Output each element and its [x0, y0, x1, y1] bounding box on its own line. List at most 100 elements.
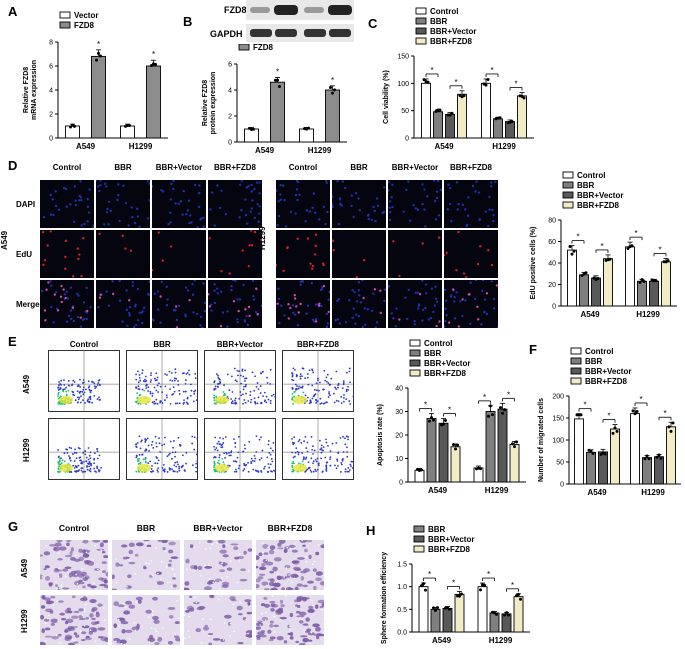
membrane-pore	[207, 564, 210, 566]
nucleus-dot	[131, 284, 135, 287]
stained-cell	[314, 626, 321, 632]
flow-event	[320, 402, 323, 405]
flow-event	[324, 456, 327, 459]
flow-event	[340, 402, 343, 405]
nucleus-dot	[449, 220, 453, 223]
nucleus-dot	[231, 280, 235, 282]
flow-event	[297, 453, 300, 456]
membrane-pore	[58, 567, 60, 570]
nucleus-dot	[344, 321, 348, 324]
legend-label: BBR	[424, 349, 442, 358]
stained-cell	[112, 588, 118, 590]
flow-event	[144, 378, 146, 381]
flow-event	[302, 456, 305, 459]
panel-d-micrograph	[208, 180, 262, 228]
flow-event	[301, 375, 303, 378]
stained-cell	[118, 564, 124, 567]
flow-event	[336, 458, 339, 461]
stained-cell	[222, 554, 229, 558]
data-point	[456, 443, 459, 447]
nucleus-dot	[69, 203, 72, 206]
flow-event	[87, 398, 90, 401]
flow-event	[291, 392, 294, 395]
nucleus-dot	[474, 190, 477, 193]
membrane-pore	[171, 568, 174, 570]
flow-event	[258, 458, 261, 461]
flow-event	[315, 389, 318, 392]
data-point	[479, 467, 482, 471]
nucleus-dot	[279, 198, 282, 201]
stained-cell	[296, 557, 305, 560]
y-tick-label: 0	[405, 136, 409, 143]
flow-event	[304, 435, 307, 438]
micrograph-background	[208, 280, 262, 328]
nucleus-dot	[125, 289, 128, 292]
flow-event	[173, 390, 176, 393]
membrane-pore	[311, 604, 314, 607]
stained-cell	[128, 542, 135, 547]
nucleus-dot	[88, 188, 91, 191]
stained-cell	[40, 641, 46, 645]
nucleus-dot	[160, 188, 163, 192]
membrane-pore	[211, 543, 214, 546]
flow-event	[265, 401, 268, 404]
flow-event	[222, 442, 225, 444]
membrane-pore	[289, 629, 291, 631]
nucleus-dot	[355, 313, 358, 316]
flow-event	[168, 370, 171, 373]
flow-event	[319, 402, 322, 405]
nucleus-dot	[185, 212, 188, 216]
flow-event	[346, 446, 348, 449]
stained-cell	[145, 609, 152, 614]
nucleus-dot	[118, 299, 122, 302]
data-point	[626, 246, 630, 250]
flow-event	[261, 371, 264, 373]
panel-d-micrograph	[40, 230, 94, 278]
flow-event	[244, 380, 246, 382]
membrane-pore	[299, 616, 301, 619]
y-tick-label: 20	[395, 433, 403, 440]
flow-event	[223, 392, 226, 395]
panel-e-column-label: BBR+FZD8	[296, 340, 339, 349]
membrane-pore	[148, 641, 151, 643]
flow-event	[334, 464, 336, 467]
nucleus-dot	[327, 298, 330, 301]
stained-cell	[170, 556, 179, 559]
flow-event	[241, 368, 244, 371]
nucleus-dot	[80, 198, 83, 202]
stained-cell	[71, 615, 79, 619]
micrograph-background	[332, 280, 386, 328]
stained-cell	[239, 568, 246, 572]
nucleus-dot	[243, 320, 246, 323]
flow-event	[218, 377, 221, 380]
edu-dot	[314, 244, 318, 248]
flow-event	[87, 380, 90, 383]
flow-event	[233, 367, 236, 370]
membrane-pore	[219, 581, 221, 583]
nucleus-dot	[121, 320, 124, 323]
nucleus-dot	[170, 182, 173, 186]
stained-cell	[85, 635, 90, 639]
nucleus-dot	[456, 208, 459, 211]
nucleus-dot	[361, 325, 364, 328]
flow-event	[188, 369, 190, 372]
stained-cell	[186, 605, 194, 611]
flow-event	[260, 436, 262, 439]
panel-d-micrograph	[276, 280, 330, 328]
nucleus-dot	[190, 221, 193, 224]
flow-event	[96, 384, 99, 386]
legend-label: BBR+Vector	[428, 535, 474, 544]
edu-dot	[232, 300, 236, 303]
membrane-pore	[81, 614, 84, 617]
nucleus-dot	[257, 212, 261, 215]
stained-cell	[89, 613, 94, 618]
panel-e-flow-plot	[282, 350, 354, 412]
stained-cell	[80, 631, 87, 635]
flow-event	[230, 451, 233, 454]
nucleus-dot	[136, 215, 140, 218]
panel-d-column-label: BBR+Vector	[155, 163, 203, 172]
membrane-pore	[233, 630, 235, 633]
y-tick-label: 0	[228, 140, 232, 147]
flow-event	[318, 389, 320, 392]
edu-dot	[253, 230, 257, 234]
